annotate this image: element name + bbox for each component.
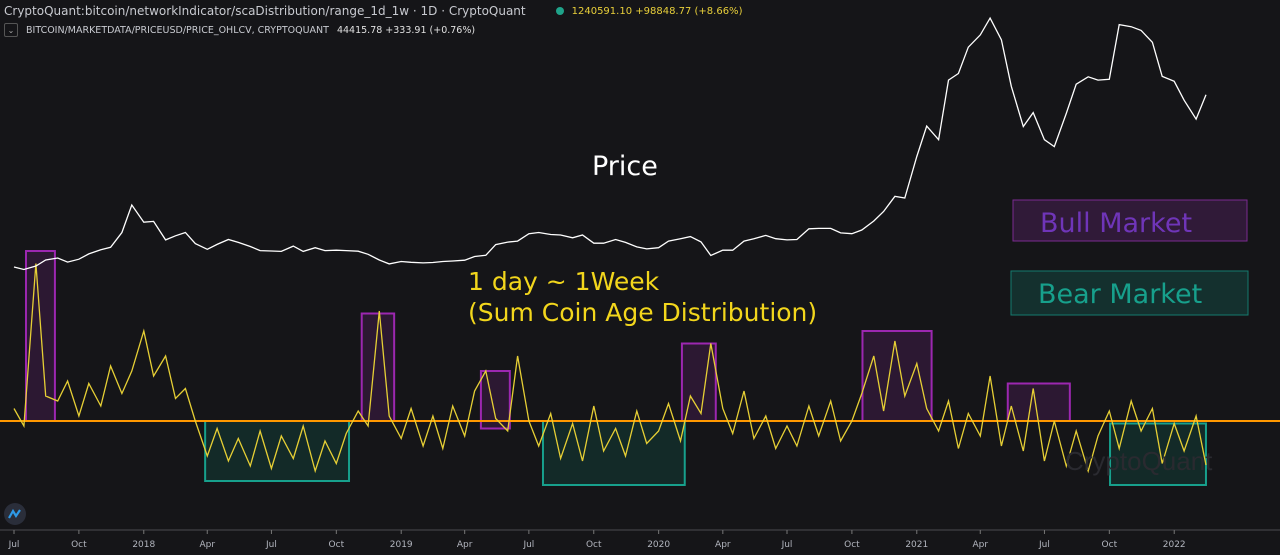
bull-market-box [479, 370, 511, 430]
legend-bull-box [1012, 199, 1248, 242]
indicator-value: 1240591.10 +98848.77 (+8.66%) [571, 5, 743, 17]
price-series-header[interactable]: ⌄ BITCOIN/MARKETDATA/PRICEUSD/PRICE_OHLC… [4, 23, 475, 37]
x-tick-label: Apr [199, 540, 215, 550]
indicator-annotation-1: 1 day ~ 1Week [468, 267, 660, 296]
x-axis[interactable]: Jul Oct 2018 Apr Jul Oct 2019 Apr Jul Oct 2020 Apr J… [8, 530, 1186, 550]
x-tick-label: 2021 [905, 540, 928, 550]
chevron-down-icon[interactable]: ⌄ [4, 23, 18, 37]
x-tick-label: Jul [781, 540, 793, 550]
x-tick-label: Jul [522, 540, 534, 550]
x-tick-label: 2020 [647, 540, 670, 550]
indicator-title: CryptoQuant:bitcoin/networkIndicator/sca… [4, 4, 526, 18]
price-series-value: 44415.78 +333.91 (+0.76%) [336, 24, 476, 36]
x-tick-label: Jul [8, 540, 20, 550]
status-dot-icon [555, 7, 564, 15]
x-tick-label: Jul [1038, 540, 1050, 550]
indicator-header[interactable]: CryptoQuant:bitcoin/networkIndicator/sca… [4, 4, 742, 18]
watermark: CryptoQuant [1065, 446, 1213, 476]
bull-market-box [1006, 382, 1071, 422]
x-tick-label: Oct [1102, 540, 1118, 550]
x-tick-label: Apr [972, 540, 988, 550]
tradingview-logo-icon[interactable] [4, 503, 26, 525]
price-series-label: BITCOIN/MARKETDATA/PRICEUSD/PRICE_OHLCV,… [26, 24, 329, 36]
legend-bear-text: Bear Market [1038, 279, 1202, 310]
x-tick-label: 2018 [132, 540, 155, 550]
x-tick-label: Oct [71, 540, 87, 550]
x-tick-label: Apr [715, 540, 731, 550]
x-tick-label: Oct [586, 540, 602, 550]
x-tick-label: Oct [844, 540, 860, 550]
price-annotation: Price [592, 151, 658, 182]
x-tick-label: Oct [329, 540, 345, 550]
x-tick-label: 2022 [1163, 540, 1186, 550]
price-line [13, 16, 1207, 271]
indicator-annotation-2: (Sum Coin Age Distribution) [468, 298, 817, 327]
x-tick-label: 2019 [390, 540, 413, 550]
indicator-line [13, 263, 1207, 474]
x-tick-label: Apr [457, 540, 473, 550]
legend-bear-box [1010, 270, 1249, 316]
legend-bull-text: Bull Market [1040, 208, 1192, 239]
x-tick-label: Jul [265, 540, 277, 550]
bull-market-box [861, 330, 933, 422]
